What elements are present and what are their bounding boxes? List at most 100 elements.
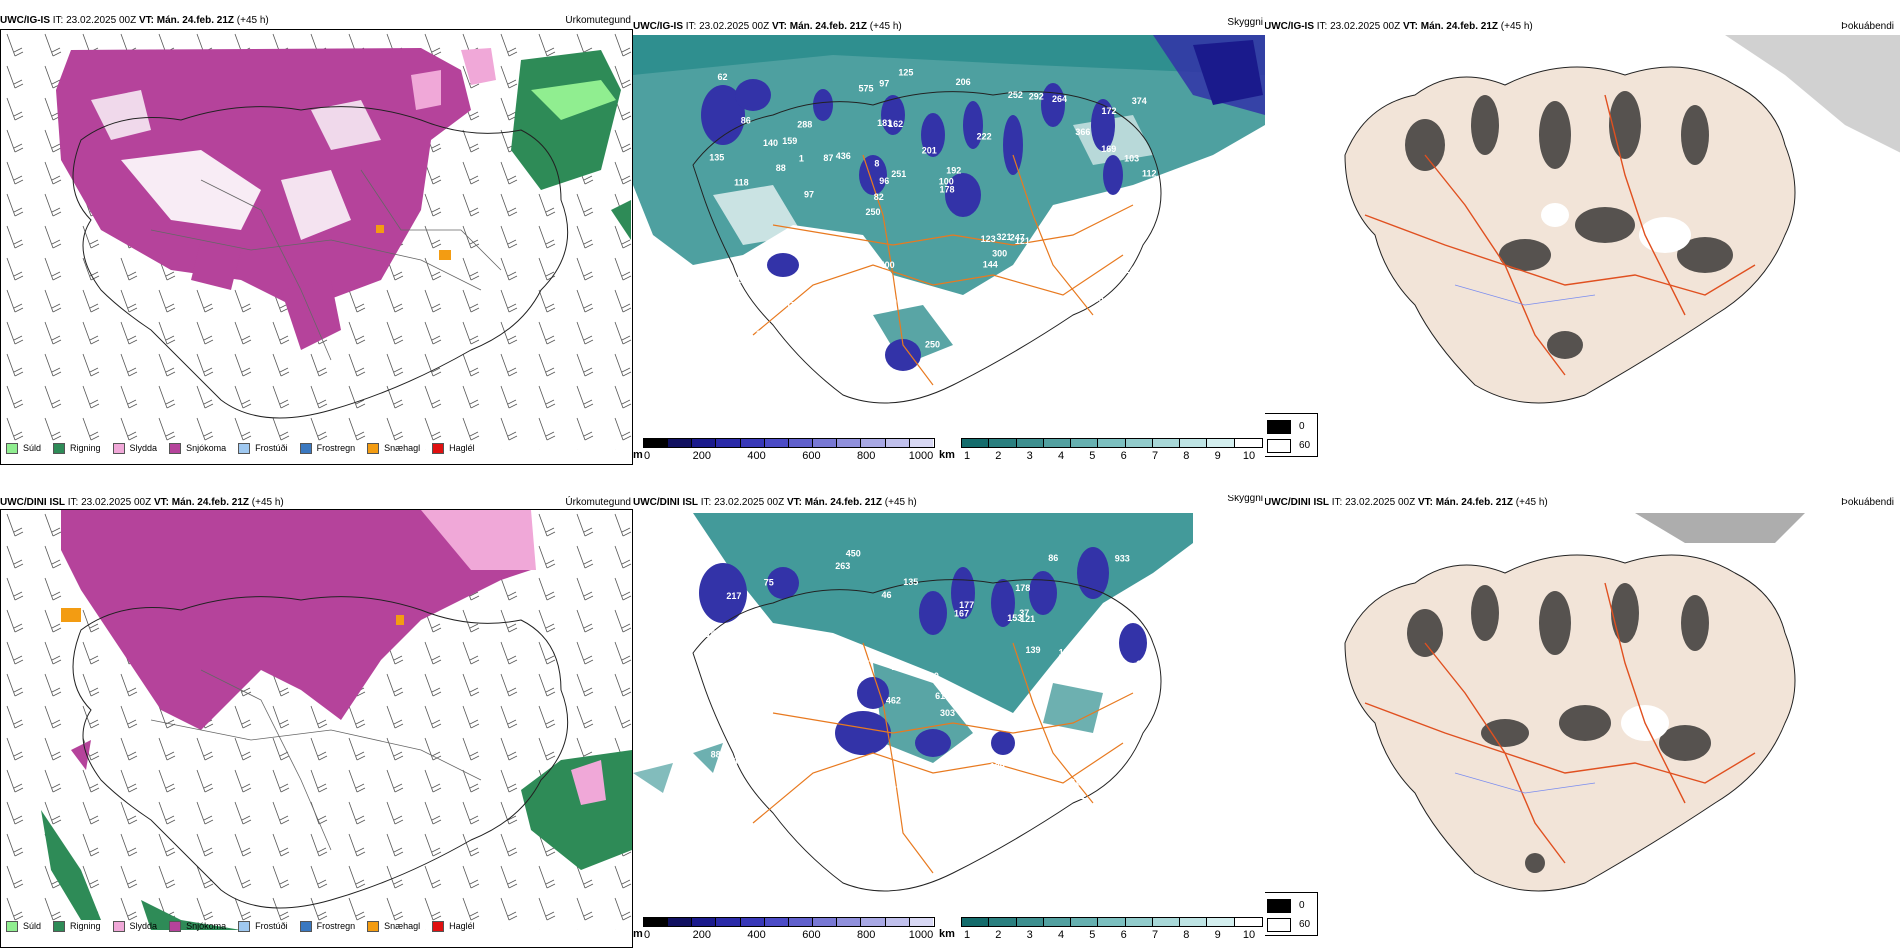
lead-time: (+45 h) [1500,21,1533,32]
colorbar-block [788,918,814,926]
visibility-ticks: 1 2 3 4 5 6 7 8 9 10 [961,927,1261,941]
colorbar-tick: 200 [692,450,711,462]
model-name: UWC/IG-IS [0,15,50,26]
fog-swatch-high [1267,918,1291,932]
ceiling-label: 192 [946,166,961,176]
ceiling-label: 733 [728,701,743,711]
ceiling-label: 174 [1130,662,1145,672]
ceiling-label: 178 [1015,583,1030,593]
ceiling-ticks: 0 200 400 600 800 1000 [643,927,933,941]
legend-item: Snæhagl [367,920,420,932]
ceiling-label: 1 [799,154,804,164]
precip-panel-1: UWC/IG-IS IT: 23.02.2025 00Z VT: Mán. 24… [0,15,633,465]
colorbar-tick: 8 [1183,929,1190,941]
legend-label: Haglél [449,921,475,931]
valid-time: VT: Mán. 24.feb. 21Z [771,21,867,32]
ceiling-label: 264 [1052,94,1067,104]
ceiling-label: 64 [988,815,998,825]
lead-time: (+45 h) [251,497,284,508]
precip-header-1: UWC/IG-IS IT: 23.02.2025 00Z VT: Mán. 24… [0,15,269,29]
colorbar-tick: 7 [1151,929,1159,941]
colorbar-block [692,918,717,926]
colorbar-block [909,439,933,447]
ceiling-label: 75 [764,578,774,588]
ceiling-label: 159 [756,654,771,664]
colorbar-tick: 3 [1026,929,1033,941]
ceiling-label: 151 [782,286,797,296]
ceiling-label: 251 [891,169,906,179]
colorbar-block [1071,918,1099,926]
legend-label: Súld [23,921,42,931]
fog-colorbar-1: 0 60 [1265,413,1318,457]
ceiling-label: 67 [843,823,853,833]
ceiling-label: 222 [977,132,992,142]
product-title: Skyggni [1227,495,1263,504]
ceiling-label: 139 [1026,645,1041,655]
colorbar-block [764,918,789,926]
colorbar-block [885,918,910,926]
legend-item: Haglél [432,920,475,932]
ceiling-label: 96 [879,176,889,186]
ceiling-label: 105 [868,654,883,664]
ceiling-label: 144 [983,259,998,269]
ceiling-label: 252 [1008,90,1023,100]
fog-map-2 [1344,513,1805,892]
valid-time: VT: Mán. 24.feb. 21Z [1402,21,1498,32]
ceiling-label: 247 [1010,232,1025,242]
visibility-unit: km [939,928,955,940]
legend-swatch [299,920,312,932]
model-name: UWC/IG-IS [1265,21,1314,32]
init-time: IT: 23.02.2025 00Z [1331,497,1416,508]
colorbar-block [740,918,765,926]
ceiling-label: 1 [830,314,835,324]
colorbar-tick: 2 [995,929,1002,941]
ceiling-label: 933 [1115,554,1130,564]
ceiling-label: 111 [1072,791,1086,801]
ceiling-colorbar-1: m 0 200 400 600 800 1000 [633,438,935,462]
ceiling-label: 105 [760,683,775,693]
ceiling-label: 21 [755,344,765,354]
ceiling-label: 132 [756,329,771,339]
legend-label: Slydda [129,443,158,453]
colorbar-block [1234,439,1261,447]
ceiling-label: 575 [859,84,874,94]
cloud-header-1: UWC/IG-IS IT: 23.02.2025 00Z VT: Mán. 24… [633,19,902,35]
legend-label: Frostúði [255,921,288,931]
legend-label: Frostúði [255,443,288,453]
ceiling-label: 153 [1007,613,1022,623]
ceiling-label: 46 [882,590,892,600]
colorbar-tick: 1000 [908,450,934,462]
colorbar-block [1098,918,1126,926]
colorbar-block [962,439,990,447]
precip-panel-2: UWC/DINI ISL IT: 23.02.2025 00Z VT: Mán.… [0,495,633,950]
model-name: UWC/DINI ISL [633,497,698,508]
product-title: Þokuábendi [1841,497,1894,508]
ceiling-label: 250 [925,340,940,350]
colorbar-tick: 5 [1089,450,1096,462]
fog-swatch-low [1267,420,1291,434]
product-title: Úrkomutegund [565,497,631,508]
legend-item: Haglél [432,442,475,454]
ceiling-label: 239 [800,268,815,278]
ceiling-label: 303 [940,708,955,718]
colorbar-block [962,918,990,926]
valid-time: VT: Mán. 24.feb. 21Z [138,15,234,26]
legend-swatch [53,442,66,454]
colorbar-block [837,439,862,447]
ceiling-label: 145 [946,823,961,833]
colorbar-block [861,439,886,447]
ceiling-label: 97 [804,190,814,200]
init-time: IT: 23.02.2025 00Z [700,497,785,508]
ceiling-label: 100 [939,177,954,187]
valid-time: VT: Mán. 24.feb. 21Z [153,497,249,508]
colorbar-block [716,439,741,447]
lead-time: (+45 h) [1515,497,1548,508]
ceiling-unit: m [633,449,643,461]
colorbar-block [989,918,1017,926]
legend-swatch [112,442,125,454]
colorbar-block [1207,439,1235,447]
map-frame [0,29,633,465]
ceiling-label: 206 [956,77,971,87]
legend-swatch [238,920,251,932]
colorbar-tick: 6 [1120,450,1127,462]
